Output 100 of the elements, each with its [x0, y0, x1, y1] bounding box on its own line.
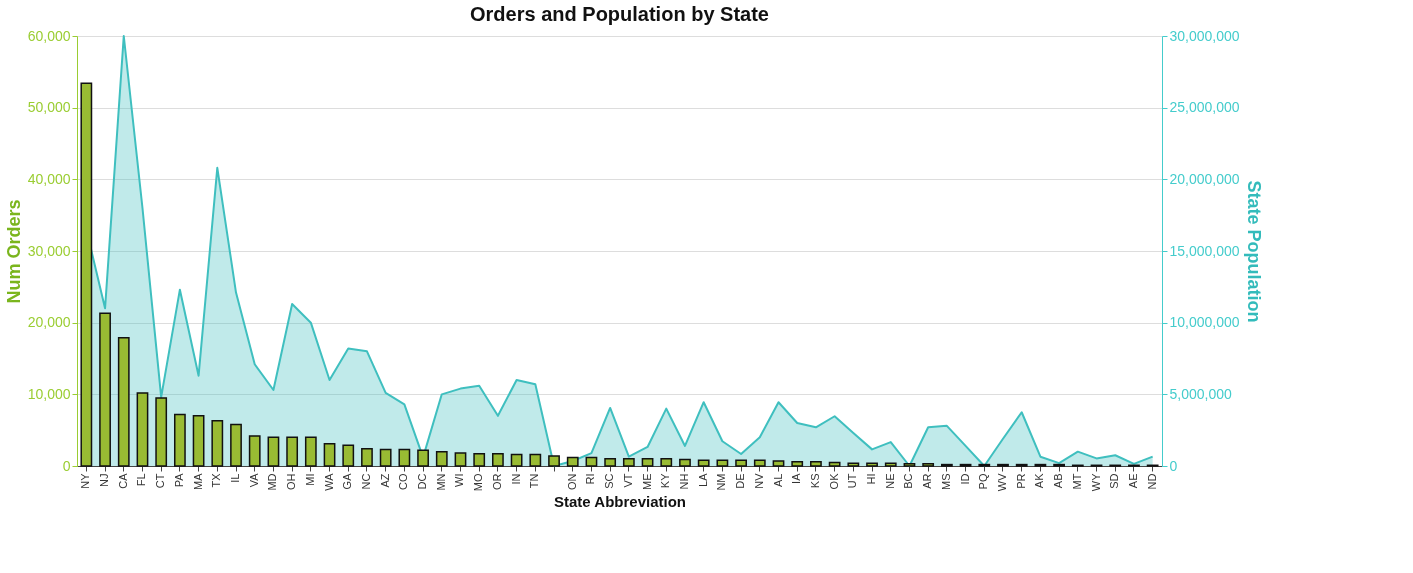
- x-tick-label: AB: [1052, 473, 1065, 489]
- y-tick-label: 40,000: [27, 170, 71, 187]
- bar: [304, 436, 317, 467]
- bar: [248, 435, 261, 467]
- chart-title: Orders and Population by State: [470, 3, 769, 25]
- x-tick-label: AE: [1126, 473, 1139, 489]
- y2-tick-label: 0: [1169, 457, 1178, 474]
- x-tick-label: SC: [603, 473, 616, 489]
- bar: [679, 458, 691, 467]
- bar: [435, 450, 448, 467]
- x-tick-label: WV: [995, 472, 1008, 492]
- bar: [323, 443, 336, 467]
- x-tick-label: TX: [210, 472, 223, 488]
- bar: [922, 463, 935, 467]
- y-tick-label: 60,000: [27, 27, 71, 44]
- x-tick-label: KY: [659, 472, 672, 489]
- bar: [622, 458, 635, 467]
- bar: [454, 452, 467, 467]
- bar: [566, 456, 579, 467]
- bar: [230, 423, 242, 467]
- y-tick-label: 20,000: [27, 314, 71, 331]
- x-tick-label: PA: [172, 472, 185, 488]
- x-tick-label: CT: [154, 473, 167, 489]
- bar: [192, 415, 205, 467]
- bar: [155, 397, 168, 467]
- x-tick-label: WA: [322, 472, 335, 491]
- bar: [548, 455, 560, 467]
- bar: [492, 453, 504, 467]
- x-axis-title: State Abbreviation: [554, 493, 686, 511]
- bar: [117, 336, 130, 467]
- y2-tick-label: 25,000,000: [1169, 99, 1240, 116]
- y2-tick-label: 20,000,000: [1169, 170, 1240, 187]
- bar: [791, 460, 804, 467]
- x-tick-label: MD: [266, 473, 279, 491]
- bar: [379, 448, 392, 467]
- bar: [473, 453, 486, 467]
- x-tick-label: IL: [229, 473, 242, 483]
- bar: [604, 458, 617, 467]
- x-tick-label: SD: [1108, 473, 1121, 489]
- x-tick-label: MT: [1070, 473, 1083, 490]
- x-tick-label: WY: [1089, 472, 1102, 492]
- bar: [641, 458, 654, 467]
- x-tick-label: AZ: [378, 473, 391, 488]
- x-tick-label: RI: [584, 473, 597, 485]
- x-tick-label: ND: [1145, 473, 1158, 490]
- bar: [136, 392, 149, 467]
- x-tick-label: UT: [846, 473, 859, 489]
- x-tick-label: VT: [621, 473, 634, 488]
- y-tick-label: 50,000: [27, 99, 71, 116]
- x-tick-label: CA: [116, 472, 129, 489]
- bar: [529, 453, 542, 467]
- x-tick-label: NE: [883, 473, 896, 489]
- x-tick-label: NH: [677, 473, 690, 490]
- x-tick-label: ME: [640, 473, 653, 490]
- bar: [417, 449, 429, 467]
- bar: [697, 459, 710, 467]
- x-tick-label: TN: [528, 473, 541, 489]
- bar: [828, 461, 841, 467]
- x-tick-label: PQ: [977, 473, 990, 490]
- y-tick-label: 0: [62, 457, 71, 474]
- x-tick-label: FL: [135, 473, 148, 487]
- bar: [80, 82, 93, 467]
- x-tick-label: OK: [827, 472, 840, 490]
- x-tick-label: CO: [397, 473, 410, 490]
- x-tick-label: NV: [752, 472, 765, 489]
- x-tick-label: NC: [359, 473, 372, 490]
- x-tick-label: AR: [921, 473, 934, 489]
- x-tick-label: LA: [696, 472, 709, 487]
- x-tick-label: NJ: [98, 473, 111, 487]
- bar: [884, 462, 897, 467]
- x-tick-label: MO: [472, 473, 485, 492]
- x-tick-label: PR: [1014, 473, 1027, 489]
- y-tick-label: 30,000: [27, 242, 71, 259]
- x-tick-label: MS: [939, 473, 952, 490]
- y-tick-label: 10,000: [27, 385, 71, 402]
- y2-tick-label: 30,000,000: [1169, 27, 1240, 44]
- bar: [903, 463, 916, 467]
- x-tick-label: GA: [341, 472, 354, 490]
- y2-tick-label: 5,000,000: [1169, 385, 1232, 402]
- x-tick-label: OR: [490, 473, 503, 490]
- x-tick-label: DE: [734, 473, 747, 489]
- y2-axis-title: State Population: [1243, 180, 1264, 323]
- y2-tick-label: 15,000,000: [1169, 242, 1240, 259]
- x-tick-label: NM: [715, 473, 728, 491]
- bar: [510, 453, 523, 467]
- bar: [211, 420, 224, 467]
- x-tick-label: MI: [303, 473, 316, 486]
- x-tick-label: NY: [79, 472, 92, 489]
- x-tick-label: AK: [1033, 472, 1046, 489]
- bar: [660, 458, 673, 467]
- x-tick-label: OH: [285, 473, 298, 490]
- bar: [810, 460, 822, 467]
- bar: [847, 462, 860, 467]
- x-tick-label: KS: [808, 473, 821, 489]
- x-tick-label: DC: [416, 473, 429, 490]
- x-tick-label: HI: [865, 473, 878, 485]
- x-tick-label: VA: [247, 472, 260, 488]
- bar: [361, 448, 373, 467]
- bar: [398, 448, 411, 467]
- x-tick-label: IN: [509, 473, 522, 485]
